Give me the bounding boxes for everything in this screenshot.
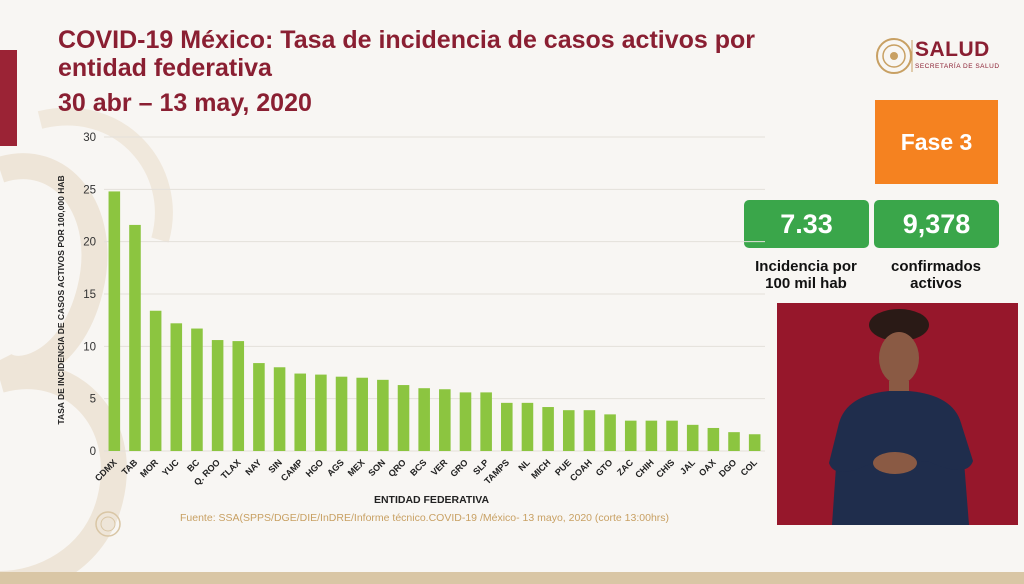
y-tick-label: 30 [83, 132, 96, 144]
x-tick-label: MEX [346, 457, 367, 478]
x-tick-label: YUC [160, 457, 181, 478]
active-cases-label: confirmados activos [890, 258, 981, 292]
bar [232, 341, 245, 451]
y-tick-label: 15 [83, 289, 96, 301]
bar [335, 376, 348, 451]
bar [686, 424, 699, 451]
bar [583, 410, 596, 451]
bar [377, 379, 389, 451]
sign-language-interpreter [777, 303, 1018, 525]
x-axis-title: ENTIDAD FEDERATIVA [374, 494, 490, 506]
y-tick-label: 20 [83, 237, 96, 249]
bar [253, 363, 265, 451]
incidence-value: 7.33 [744, 200, 869, 248]
bar [315, 374, 327, 451]
accent-bar [0, 50, 17, 146]
x-tick-label: NL [516, 457, 532, 473]
active-cases-value: 9,378 [874, 200, 999, 248]
x-tick-label: COAH [568, 457, 594, 483]
x-tick-label: OAX [697, 457, 718, 478]
bar [273, 367, 286, 451]
x-tick-label: GTO [594, 457, 615, 478]
y-tick-label: 5 [90, 394, 96, 406]
y-tick-label: 0 [90, 446, 96, 458]
bar [748, 434, 761, 451]
bar [604, 414, 616, 451]
x-tick-label: CHIH [633, 457, 656, 480]
bar [521, 402, 534, 451]
x-tick-label: QRO [386, 457, 408, 479]
incidence-label: Incidencia por 100 mil hab [755, 258, 857, 292]
bar [728, 432, 740, 451]
x-tick-label: MOR [138, 457, 160, 479]
x-tick-label: GRO [448, 457, 470, 479]
x-tick-label: TLAX [219, 457, 243, 481]
bar [191, 328, 203, 451]
bar [211, 340, 224, 451]
date-range: 30 abr – 13 may, 2020 [58, 89, 312, 117]
phase-badge: Fase 3 [875, 100, 998, 184]
footer-seal-icon [95, 511, 121, 537]
bar [149, 310, 162, 451]
bar [294, 373, 307, 451]
salud-logo-text: SALUD [915, 38, 990, 61]
x-tick-label: CDMX [93, 457, 119, 483]
bar [501, 402, 513, 451]
bar [129, 224, 141, 451]
bar [480, 392, 492, 451]
bar [707, 427, 720, 451]
x-tick-label: CAMP [279, 457, 305, 483]
x-tick-label: ZAC [615, 457, 636, 478]
bar [418, 388, 430, 451]
bar [108, 191, 121, 451]
salud-seal-icon [876, 38, 913, 74]
bar [645, 420, 658, 451]
y-axis-title: TASA DE INCIDENCIA DE CASOS ACTIVOS POR … [56, 175, 66, 424]
bar [459, 392, 472, 451]
source-footnote: Fuente: SSA(SPPS/DGE/DIE/InDRE/Informe t… [180, 512, 670, 524]
bottom-bar [0, 572, 1024, 584]
bar [542, 407, 554, 451]
page-title: COVID-19 México: Tasa de incidencia de c… [58, 26, 756, 82]
x-tick-label: COL [739, 457, 760, 478]
x-tick-label: BC [185, 457, 202, 474]
bar [439, 389, 451, 451]
bar [666, 420, 678, 451]
x-tick-label: AGS [325, 457, 346, 478]
salud-logo-subtext: SECRETARÍA DE SALUD [915, 63, 1000, 70]
x-tick-label: VER [429, 457, 450, 478]
bar [356, 377, 368, 451]
y-tick-label: 25 [83, 184, 96, 196]
bar [624, 420, 637, 451]
x-tick-label: SON [366, 457, 387, 478]
bar [170, 323, 183, 451]
x-tick-label: MICH [529, 457, 552, 480]
x-tick-label: BCS [408, 457, 429, 478]
x-tick-label: HGO [304, 457, 326, 479]
x-tick-label: NAY [243, 457, 263, 477]
bar [397, 385, 410, 451]
y-tick-label: 10 [83, 341, 96, 353]
x-tick-label: TAB [120, 457, 140, 477]
x-tick-label: JAL [678, 457, 697, 476]
x-tick-label: DGO [717, 457, 739, 479]
bar [562, 410, 575, 451]
x-tick-label: CHIS [654, 457, 676, 479]
